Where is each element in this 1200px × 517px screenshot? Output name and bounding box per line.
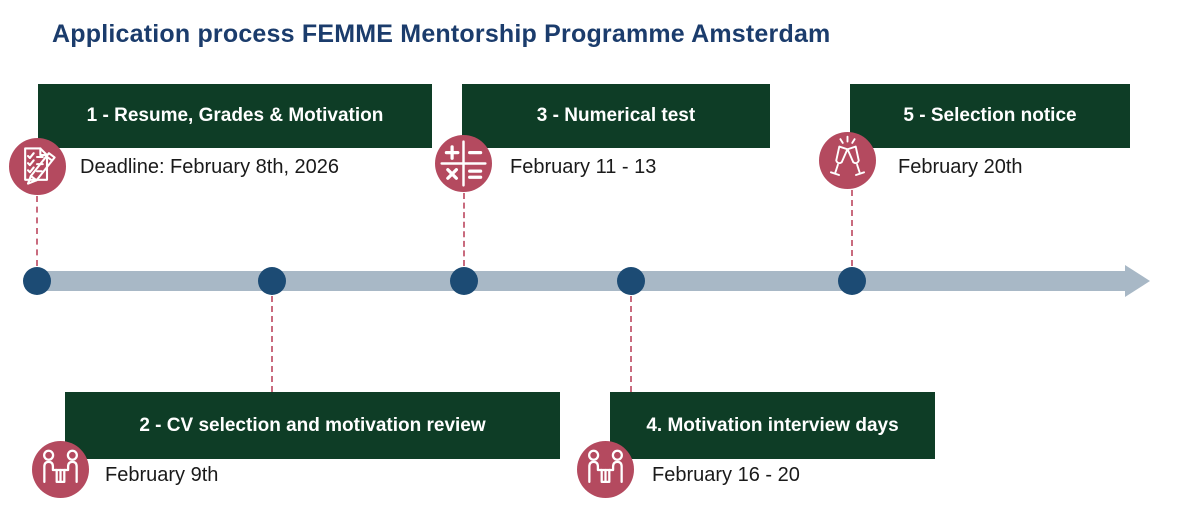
step-3-date: February 11 - 13 [510, 156, 657, 178]
champagne-toast-icon [819, 132, 876, 189]
connector-step-5 [851, 190, 853, 266]
step-3-box: 3 - Numerical test [462, 84, 770, 148]
document-pencil-icon [9, 138, 66, 195]
step-1-box: 1 - Resume, Grades & Motivation [38, 84, 432, 148]
connector-step-2 [271, 296, 273, 392]
step-5-date: February 20th [898, 156, 1023, 178]
timeline-dot-2 [258, 267, 286, 295]
connector-step-1 [36, 196, 38, 266]
page-title: Application process FEMME Mentorship Pro… [52, 20, 831, 48]
step-1-date: Deadline: February 8th, 2026 [80, 156, 340, 178]
step-2-label: 2 - CV selection and motivation review [139, 414, 486, 436]
interview-table-icon [32, 441, 89, 498]
step-4-box: 4. Motivation interview days [610, 392, 935, 459]
interview-table-icon [577, 441, 634, 498]
timeline-arrowhead-icon [1125, 265, 1150, 297]
connector-step-3 [463, 193, 465, 266]
calculator-icon [435, 135, 492, 192]
timeline-dot-3 [450, 267, 478, 295]
timeline-dot-1 [23, 267, 51, 295]
step-1-label: 1 - Resume, Grades & Motivation [86, 105, 384, 126]
step-2-date: February 9th [105, 464, 219, 486]
step-5-box: 5 - Selection notice [850, 84, 1130, 148]
step-5-label: 5 - Selection notice [903, 105, 1077, 126]
timeline-dot-5 [838, 267, 866, 295]
step-2-box: 2 - CV selection and motivation review [65, 392, 560, 459]
timeline-dot-4 [617, 267, 645, 295]
step-4-label: 4. Motivation interview days [646, 414, 899, 436]
step-3-label: 3 - Numerical test [536, 105, 696, 126]
step-4-date: February 16 - 20 [652, 464, 800, 486]
timeline-bar [33, 271, 1125, 291]
connector-step-4 [630, 296, 632, 392]
